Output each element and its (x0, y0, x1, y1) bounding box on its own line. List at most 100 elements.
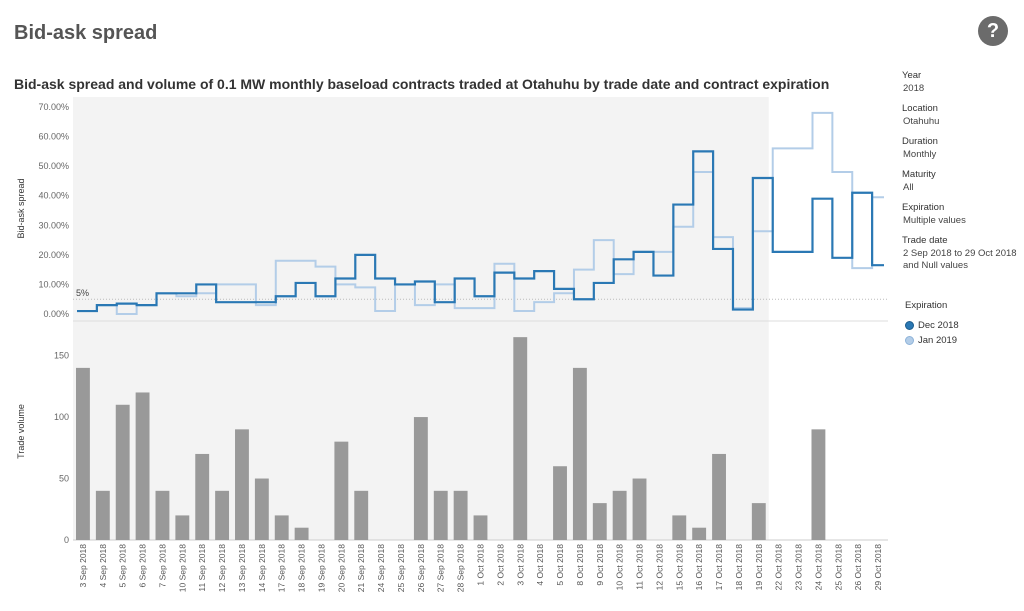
y-tick-label: 0 (64, 535, 69, 545)
filter-duration[interactable]: Duration Monthly (902, 136, 1022, 161)
chart: 0.00% 10.00% 20.00% 30.00% 40.00% 50.00% 60.00… (16, 97, 888, 592)
y-tick-label: 70.00% (38, 102, 69, 112)
bar (632, 478, 647, 540)
x-tick-label: 13 Sep 2018 (237, 544, 247, 592)
filter-label: Trade date (902, 235, 948, 246)
legend-label: Jan 2019 (918, 335, 958, 346)
bar (413, 417, 428, 540)
bar (334, 441, 349, 540)
x-tick-label: 15 Oct 2018 (674, 544, 684, 591)
bar (572, 367, 587, 540)
x-tick-label: 22 Oct 2018 (774, 544, 784, 591)
x-tick-label: 24 Sep 2018 (376, 544, 386, 592)
filter-label: Year (902, 70, 922, 81)
y-tick-label: 60.00% (38, 132, 69, 142)
y-tick-label: 20.00% (38, 250, 69, 260)
x-tick-label: 12 Sep 2018 (217, 544, 227, 592)
filter-value: All (903, 182, 914, 193)
bar (433, 490, 448, 540)
x-tick-label: 11 Sep 2018 (197, 544, 207, 592)
filter-panel: Year 2018 Location Otahuhu Duration Mont… (902, 70, 1022, 280)
bar (811, 429, 826, 540)
x-tick-label: 20 Sep 2018 (336, 544, 346, 592)
x-tick-label: 2 Oct 2018 (495, 544, 505, 586)
x-tick-label: 3 Sep 2018 (78, 544, 88, 588)
x-tick-label: 29 Oct 2018 (873, 544, 883, 591)
y-tick-label: 40.00% (38, 191, 69, 201)
x-tick-label: 11 Oct 2018 (635, 544, 645, 590)
page-title: Bid-ask spread (14, 22, 158, 44)
legend-swatch (905, 336, 914, 345)
x-tick-label: 5 Sep 2018 (118, 544, 128, 588)
bar (135, 392, 150, 540)
filter-label: Expiration (902, 202, 945, 213)
x-tick-label: 5 Oct 2018 (555, 544, 565, 586)
y-tick-label: 0.00% (43, 309, 69, 319)
x-tick-label: 17 Oct 2018 (714, 544, 724, 591)
legend-label: Dec 2018 (918, 320, 959, 331)
bar (354, 490, 369, 540)
bar (453, 490, 468, 540)
x-tick-label: 18 Oct 2018 (734, 544, 744, 591)
x-tick-label: 1 Oct 2018 (476, 544, 486, 586)
x-tick-label: 19 Oct 2018 (754, 544, 764, 591)
y-tick-label: 10.00% (38, 279, 69, 289)
legend-item-jan-2019[interactable]: Jan 2019 (905, 335, 959, 346)
x-tick-label: 23 Oct 2018 (794, 544, 804, 591)
x-tick-label: 26 Sep 2018 (416, 544, 426, 592)
bar (274, 515, 289, 540)
y-tick-label: 50 (59, 474, 69, 484)
reference-line-label: 5% (76, 288, 89, 298)
filter-value: 2018 (903, 83, 925, 94)
filter-year[interactable]: Year 2018 (902, 70, 1022, 95)
bar (592, 503, 607, 540)
filter-value: Otahuhu (903, 116, 940, 127)
filter-value: 2 Sep 2018 to 29 Oct 2018 and Null value… (903, 248, 1017, 271)
filter-location[interactable]: Location Otahuhu (902, 103, 1022, 128)
y-tick-label: 100 (54, 412, 69, 422)
x-tick-label: 24 Oct 2018 (813, 544, 823, 591)
x-tick-label: 26 Oct 2018 (853, 544, 863, 591)
bar (751, 503, 766, 540)
chart-title: Bid-ask spread and volume of 0.1 MW mont… (14, 76, 830, 92)
bar (294, 527, 309, 540)
bar (553, 466, 567, 540)
x-tick-label: 12 Oct 2018 (654, 544, 664, 591)
legend-title: Expiration (905, 300, 948, 311)
x-tick-label: 7 Sep 2018 (157, 544, 167, 588)
bar (513, 337, 528, 540)
legend: Expiration Dec 2018 Jan 2019 (905, 300, 959, 350)
bar (473, 515, 488, 540)
bar (95, 490, 110, 540)
x-tick-label: 25 Oct 2018 (833, 544, 843, 591)
filter-label: Maturity (902, 169, 936, 180)
bar (115, 404, 130, 540)
x-tick-label: 18 Sep 2018 (297, 544, 307, 592)
y-axis-title: Trade volume (16, 404, 26, 459)
filter-trade-date[interactable]: Trade date 2 Sep 2018 to 29 Oct 2018 and… (902, 235, 1022, 272)
x-tick-label: 10 Sep 2018 (177, 544, 187, 592)
x-tick-label: 4 Sep 2018 (98, 544, 108, 588)
bar (235, 429, 249, 540)
legend-item-dec-2018[interactable]: Dec 2018 (905, 320, 959, 331)
x-tick-label: 14 Sep 2018 (257, 544, 267, 592)
x-tick-label: 25 Sep 2018 (396, 544, 406, 592)
help-icon[interactable]: ? (978, 16, 1008, 46)
filter-maturity[interactable]: Maturity All (902, 169, 1022, 194)
y-tick-label: 30.00% (38, 220, 69, 230)
y-tick-label: 150 (54, 351, 69, 361)
x-tick-label: 6 Sep 2018 (138, 544, 148, 588)
filter-expiration[interactable]: Expiration Multiple values (902, 202, 1022, 227)
x-tick-label: 17 Sep 2018 (277, 544, 287, 592)
bar (254, 478, 269, 540)
x-tick-label: 21 Sep 2018 (356, 544, 366, 592)
bar (195, 453, 210, 540)
bar (76, 367, 90, 540)
bar (712, 453, 726, 540)
x-tick-label: 8 Oct 2018 (575, 544, 585, 586)
series-line-dec-2018 (77, 150, 884, 313)
y-tick-label: 50.00% (38, 161, 69, 171)
x-tick-label: 19 Sep 2018 (316, 544, 326, 592)
bar (672, 515, 687, 540)
filter-label: Duration (902, 136, 938, 147)
